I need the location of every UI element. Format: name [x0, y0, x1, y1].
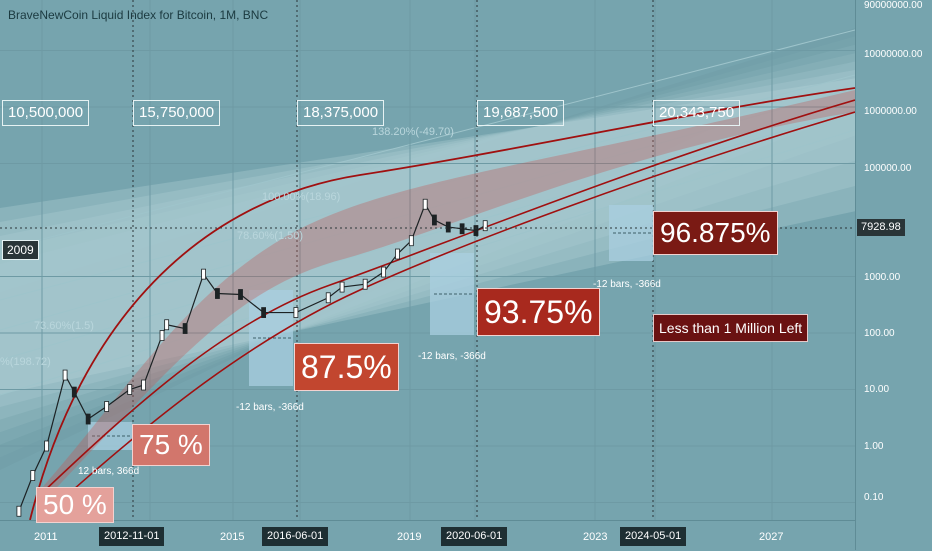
price-candle: [215, 288, 220, 299]
price-candle: [104, 401, 110, 412]
halving-percent-box: 93.75%: [477, 288, 600, 336]
price-candle: [71, 386, 77, 398]
price-candle: [44, 440, 50, 452]
x-tick-label-highlight: 2012-11-01: [99, 527, 165, 546]
log-band: [0, 70, 855, 407]
band-line: [0, 74, 855, 301]
x-tick-label: 2015: [220, 531, 245, 543]
price-candle: [432, 214, 437, 226]
y-tick-label: 100.00: [864, 328, 895, 339]
band-line: [0, 109, 855, 361]
price-candle: [30, 470, 36, 481]
price-candle: [16, 505, 22, 517]
log-band: [0, 36, 855, 458]
y-tick-label: 90000000.00: [864, 0, 923, 11]
upper-curve: [29, 87, 855, 520]
supply-milestone: 10,500,000: [2, 100, 90, 126]
fib-label: 78.60%(1.50): [237, 230, 304, 242]
mid-curve: [39, 99, 855, 496]
price-candle: [339, 281, 345, 293]
band-line: [0, 29, 855, 251]
y-tick-label: 100000.00: [864, 163, 912, 174]
price-candle: [127, 384, 133, 395]
y-tick-label: 10000000.00: [864, 49, 923, 60]
projection-label: -12 bars, -366d: [236, 402, 304, 413]
projection-label: -12 bars, -366d: [593, 279, 661, 290]
year-flag: 2009: [2, 240, 39, 260]
projection-label: -12 bars, -366d: [418, 351, 486, 362]
price-candle: [459, 223, 465, 235]
price-candle: [408, 235, 414, 247]
fib-label: 100.00%(18.96): [262, 191, 341, 203]
price-candle: [395, 248, 400, 260]
chart-title: BraveNewCoin Liquid Index for Bitcoin, 1…: [8, 8, 269, 22]
price-candles: [16, 198, 488, 517]
halving-percent-box: 96.875%: [653, 211, 778, 255]
price-candle: [325, 292, 331, 304]
current-price-flag: 7928.98: [857, 219, 905, 236]
x-tick-label-highlight: 2016-06-01: [262, 527, 329, 546]
x-tick-label: 2011: [34, 531, 58, 543]
price-candle: [293, 307, 299, 318]
x-tick-label: 2027: [759, 531, 784, 543]
price-candle: [261, 307, 267, 318]
price-candle: [381, 266, 387, 278]
y-tick-label: 0.10: [864, 492, 884, 503]
price-candle: [473, 225, 479, 236]
price-candle: [422, 198, 428, 210]
y-tick-label: 1000000.00: [864, 106, 917, 117]
price-candle: [62, 369, 68, 381]
fib-label: 73.60%(1.5): [34, 320, 94, 332]
x-tick-label: 2023: [583, 531, 608, 543]
price-candle: [182, 323, 188, 334]
log-band: [0, 53, 855, 433]
grid-lines: [132, 0, 654, 520]
halving-percent-box: 87.5%: [294, 343, 399, 391]
x-tick-label-highlight: 2020-06-01: [441, 527, 508, 546]
band-line: [0, 129, 855, 396]
y-tick-label: 1.00: [864, 441, 884, 452]
price-candle: [85, 413, 91, 425]
halving-percent-box: 50 %: [36, 487, 114, 523]
supply-milestone: 19,687,500: [477, 100, 565, 126]
log-band: [0, 78, 855, 395]
supply-milestone: 18,375,000: [297, 100, 385, 126]
price-axis[interactable]: [855, 0, 932, 550]
price-candle: [362, 278, 368, 290]
y-tick-label: 10.00: [864, 384, 890, 395]
price-candle: [445, 221, 451, 233]
price-candle: [482, 220, 488, 232]
price-candle: [141, 379, 146, 391]
price-candle: [238, 289, 243, 300]
x-tick-label: 2019: [397, 531, 422, 543]
chart-svg: [0, 0, 855, 520]
y-tick-label: 1000.00: [864, 272, 901, 283]
halving-percent-box: 75 %: [132, 424, 210, 466]
price-candle: [201, 268, 206, 280]
price-candle: [164, 319, 170, 331]
x-tick-label-highlight: 2024-05-01: [620, 527, 687, 546]
fib-label: 138.20%(-49.70): [372, 126, 454, 138]
supply-milestone: 15,750,000: [133, 100, 221, 126]
log-band: [0, 44, 855, 445]
supply-milestone: 20,343,750: [653, 100, 741, 126]
fib-label: %(198.72): [0, 356, 51, 368]
log-band: [0, 61, 855, 420]
projection-label: 12 bars, 366d: [78, 466, 140, 477]
price-candle: [159, 330, 165, 341]
supply-note: Less than 1 Million Left: [653, 314, 809, 342]
